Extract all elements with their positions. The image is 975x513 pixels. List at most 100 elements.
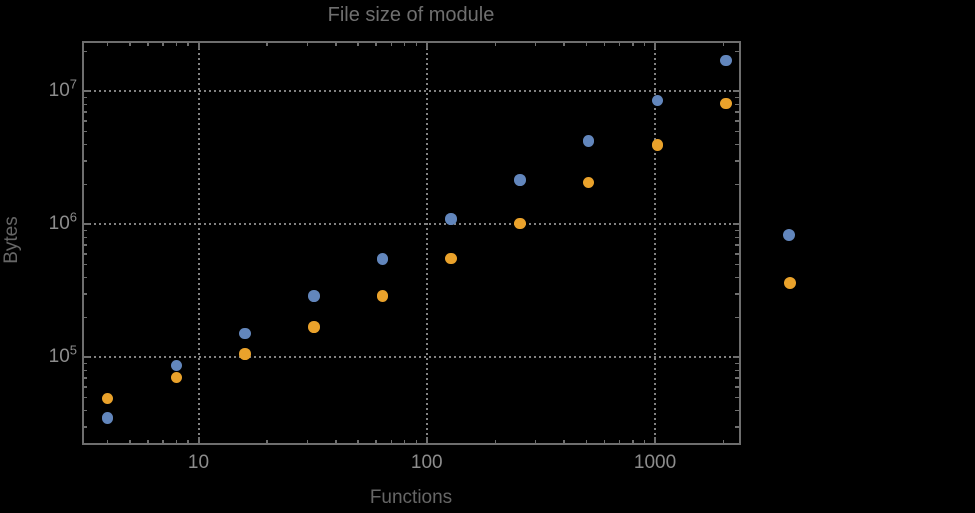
y-tick-minor xyxy=(735,50,739,53)
x-tick-major xyxy=(654,437,657,443)
data-point-series-blue xyxy=(239,327,251,340)
y-tick-minor xyxy=(83,143,87,146)
y-tick-minor xyxy=(83,111,87,113)
x-tick-major xyxy=(197,42,200,49)
data-point-series-orange xyxy=(239,348,251,360)
x-tick-minor xyxy=(162,439,164,443)
y-tick-exponent: 6 xyxy=(69,210,77,226)
y-tick-minor xyxy=(83,369,87,372)
x-tick-major xyxy=(425,437,428,443)
x-tick-major xyxy=(425,42,428,49)
data-point-series-orange xyxy=(170,371,183,383)
y-tick-minor xyxy=(83,103,87,106)
legend-marker-2 xyxy=(783,276,797,290)
y-tick-minor xyxy=(83,229,87,232)
data-point-series-orange xyxy=(376,290,389,302)
x-tick-minor xyxy=(403,439,406,443)
y-tick-minor xyxy=(735,183,739,186)
y-tick-major xyxy=(732,356,739,359)
y-tick-minor xyxy=(735,244,739,246)
y-tick-minor xyxy=(83,160,87,162)
y-tick-minor xyxy=(83,50,87,53)
y-tick-minor xyxy=(83,96,87,99)
x-tick-minor xyxy=(266,439,268,443)
gridline-y-1e5 xyxy=(83,356,739,359)
y-tick-minor xyxy=(83,386,87,388)
y-tick-minor xyxy=(83,362,87,365)
y-tick-minor xyxy=(735,396,739,399)
y-tick-minor xyxy=(83,236,87,239)
y-tick-minor xyxy=(735,369,739,372)
y-tick-minor xyxy=(735,263,739,266)
y-tick-minor xyxy=(83,130,87,133)
x-tick-minor xyxy=(306,42,309,46)
y-tick-minor xyxy=(83,377,87,379)
y-tick-minor xyxy=(735,236,739,239)
y-tick-minor xyxy=(83,276,87,279)
x-tick-minor xyxy=(603,439,606,443)
y-tick-minor xyxy=(735,377,739,379)
x-tick-minor xyxy=(335,42,337,46)
y-tick-major xyxy=(83,223,90,226)
gridline-y-1e6 xyxy=(83,223,739,226)
x-tick-minor xyxy=(494,42,497,46)
x-tick-minor xyxy=(357,439,359,443)
x-tick-minor xyxy=(534,42,537,46)
x-tick-minor xyxy=(603,42,606,46)
y-tick-minor xyxy=(735,229,739,232)
y-tick-minor xyxy=(735,386,739,388)
y-tick-minor xyxy=(735,253,739,255)
x-tick-major xyxy=(197,437,200,443)
x-tick-major xyxy=(654,42,657,49)
chart-title: File size of module xyxy=(327,4,495,26)
data-point-series-blue xyxy=(582,135,595,147)
y-tick-minor xyxy=(83,396,87,399)
y-tick-minor xyxy=(735,293,739,295)
x-tick-minor xyxy=(403,42,406,46)
x-tick-minor xyxy=(618,439,621,443)
y-tick-minor xyxy=(735,120,739,122)
x-tick-minor xyxy=(306,439,309,443)
data-point-series-orange xyxy=(445,252,457,265)
data-point-series-blue xyxy=(308,290,320,302)
data-point-series-blue xyxy=(651,94,664,107)
y-tick-minor xyxy=(83,244,87,246)
y-tick-exponent: 7 xyxy=(69,77,77,93)
x-tick-minor xyxy=(375,42,377,46)
x-tick-minor xyxy=(147,42,149,46)
x-tick-minor xyxy=(129,42,131,46)
x-axis-label: Functions xyxy=(369,487,453,508)
x-tick-minor xyxy=(266,42,268,46)
data-point-series-orange xyxy=(101,392,114,405)
y-tick-minor xyxy=(735,96,739,99)
y-tick-minor xyxy=(735,362,739,365)
y-tick-major xyxy=(83,90,90,93)
x-tick-minor xyxy=(643,439,646,443)
y-tick-minor xyxy=(735,316,739,319)
x-tick-minor xyxy=(563,42,565,46)
x-tick-minor xyxy=(375,439,377,443)
x-tick-minor xyxy=(534,439,537,443)
y-tick-label-1e7: 107 xyxy=(48,77,77,102)
y-tick-major xyxy=(732,90,739,93)
x-tick-minor xyxy=(147,439,149,443)
y-tick-minor xyxy=(83,253,87,255)
data-point-series-blue xyxy=(376,253,389,265)
x-tick-minor xyxy=(335,439,337,443)
plot-frame xyxy=(81,40,741,445)
y-tick-minor xyxy=(83,120,87,122)
x-tick-minor xyxy=(187,439,189,443)
data-point-series-blue xyxy=(170,359,183,372)
data-point-series-orange xyxy=(514,217,526,230)
x-tick-minor xyxy=(162,42,164,46)
gridline-x-100 xyxy=(425,42,428,443)
y-tick-minor xyxy=(735,409,739,412)
x-tick-minor xyxy=(722,42,725,46)
x-tick-minor xyxy=(618,42,621,46)
data-point-series-blue xyxy=(720,54,732,67)
